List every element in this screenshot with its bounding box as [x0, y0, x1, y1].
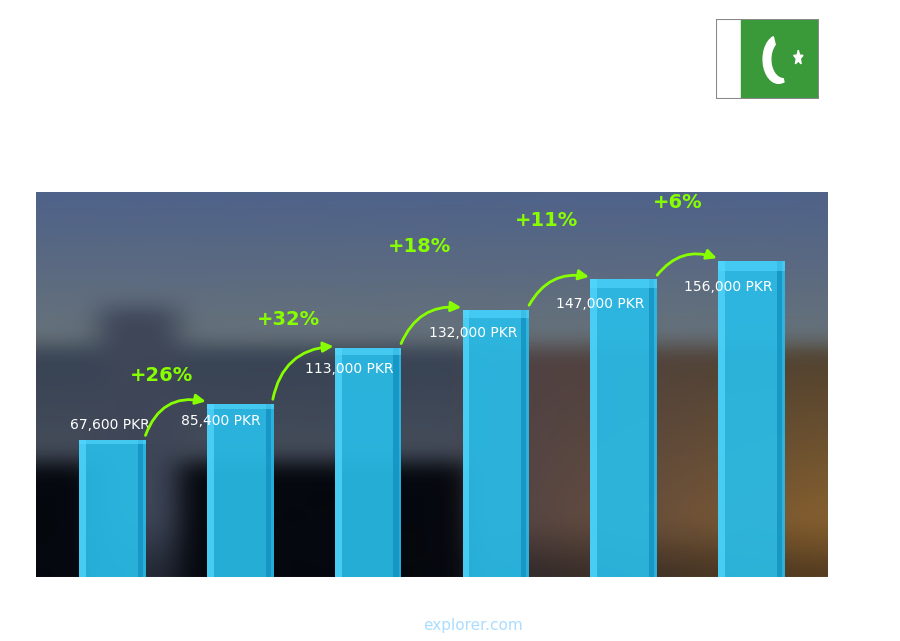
Text: +26%: +26%	[130, 366, 193, 385]
Circle shape	[772, 41, 796, 78]
Wedge shape	[763, 37, 784, 83]
Bar	[718, 261, 785, 577]
Text: 67,600 PKR: 67,600 PKR	[70, 418, 150, 432]
Text: 147,000 PKR: 147,000 PKR	[556, 297, 644, 311]
Bar	[718, 261, 724, 577]
Bar	[463, 310, 529, 318]
Bar	[463, 310, 469, 577]
Text: Average Monthly Salary: Average Monthly Salary	[856, 314, 868, 455]
Bar	[79, 440, 86, 577]
Bar	[718, 261, 785, 271]
Text: +6%: +6%	[652, 193, 702, 212]
Bar	[649, 279, 654, 577]
Bar	[335, 348, 342, 577]
Bar	[521, 310, 526, 577]
Bar	[207, 404, 274, 409]
Bar	[138, 440, 143, 577]
Text: 85,400 PKR: 85,400 PKR	[182, 414, 261, 428]
Bar	[742, 19, 819, 99]
Bar	[777, 261, 782, 577]
Bar	[590, 279, 597, 577]
Text: 113,000 PKR: 113,000 PKR	[305, 362, 393, 376]
Bar	[590, 279, 657, 577]
Bar	[207, 404, 274, 577]
Text: 132,000 PKR: 132,000 PKR	[428, 326, 518, 340]
Bar	[335, 348, 401, 355]
Text: Operations Manager: Operations Manager	[36, 67, 235, 87]
Bar	[79, 440, 146, 577]
Text: Salary Comparison By Experience: Salary Comparison By Experience	[36, 29, 587, 57]
Text: +32%: +32%	[257, 310, 320, 329]
Bar	[716, 19, 742, 99]
Bar	[79, 440, 146, 444]
Text: +18%: +18%	[388, 237, 451, 256]
Text: explorer.com: explorer.com	[423, 619, 523, 633]
Bar	[335, 348, 401, 577]
Text: +11%: +11%	[516, 211, 579, 230]
Text: salary: salary	[371, 619, 423, 633]
Polygon shape	[794, 50, 803, 64]
Text: 156,000 PKR: 156,000 PKR	[684, 280, 772, 294]
Bar	[266, 404, 271, 577]
Bar	[590, 279, 657, 288]
Bar	[393, 348, 399, 577]
Bar	[207, 404, 214, 577]
Bar	[463, 310, 529, 577]
